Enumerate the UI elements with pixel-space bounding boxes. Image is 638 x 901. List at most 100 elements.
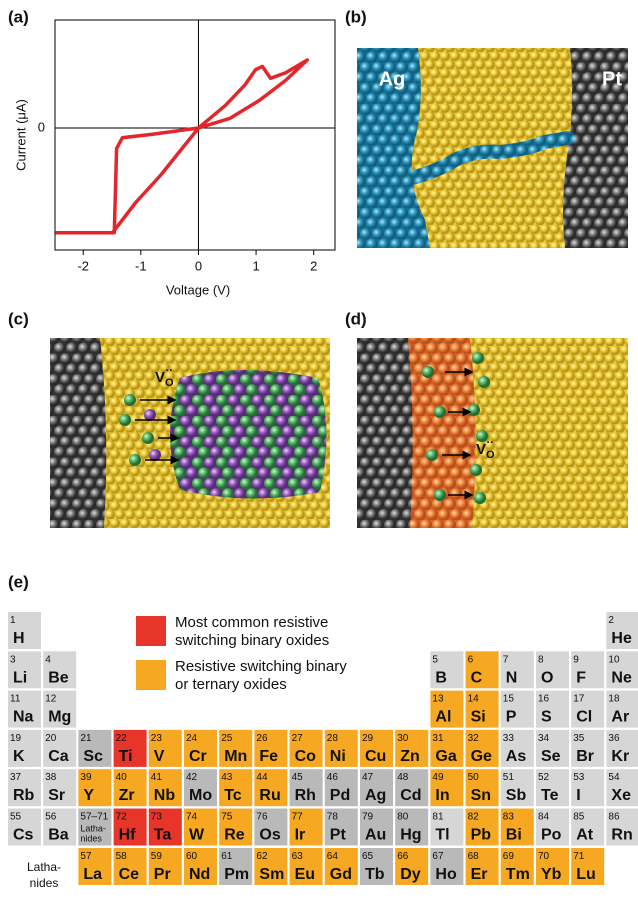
filament-illustration: Ag Pt bbox=[357, 48, 628, 248]
x-tick-label: -2 bbox=[77, 258, 89, 273]
element-symbol: Os bbox=[259, 827, 280, 844]
atomic-number: 49 bbox=[432, 772, 444, 783]
atomic-number: 26 bbox=[256, 733, 268, 744]
element-symbol: Tl bbox=[435, 827, 449, 844]
atomic-number: 79 bbox=[362, 812, 374, 823]
atomic-number: 45 bbox=[292, 772, 304, 783]
vacancy-cluster bbox=[170, 370, 327, 499]
atomic-number: 71 bbox=[573, 851, 585, 862]
element-symbol: Ir bbox=[295, 827, 306, 844]
vacancy-base: V bbox=[476, 441, 486, 458]
element-symbol: Al bbox=[435, 709, 451, 726]
element-symbol: Au bbox=[365, 827, 386, 844]
placeholder-text: Latha- bbox=[80, 824, 106, 834]
atomic-number: 10 bbox=[608, 654, 620, 665]
panel-label: (a) bbox=[8, 7, 29, 26]
element-symbol: V bbox=[154, 748, 165, 765]
element-symbol: Po bbox=[541, 827, 562, 844]
element-symbol: Hg bbox=[400, 827, 421, 844]
element-symbol: As bbox=[506, 748, 527, 765]
vacancy-sub: O bbox=[165, 377, 174, 389]
atomic-number: 47 bbox=[362, 772, 374, 783]
element-symbol: O bbox=[541, 669, 553, 686]
atomic-number: 6 bbox=[468, 654, 474, 665]
element-symbol: Ta bbox=[154, 827, 172, 844]
element-symbol: Re bbox=[224, 827, 245, 844]
atomic-number: 32 bbox=[468, 733, 480, 744]
element-symbol: Ho bbox=[435, 866, 457, 883]
atomic-number: 16 bbox=[538, 694, 550, 705]
vacancy-label: VO·· bbox=[476, 437, 495, 461]
atomic-number: 58 bbox=[116, 851, 128, 862]
element-symbol: Si bbox=[471, 709, 486, 726]
legend-text: switching binary oxides bbox=[175, 632, 329, 649]
element-symbol: Er bbox=[471, 866, 488, 883]
atomic-number: 83 bbox=[503, 812, 515, 823]
atomic-number: 43 bbox=[221, 772, 233, 783]
legend-swatch bbox=[136, 660, 166, 690]
atomic-number: 27 bbox=[292, 733, 304, 744]
element-symbol: Ru bbox=[259, 787, 280, 804]
atomic-number: 61 bbox=[221, 851, 233, 862]
atomic-number: 53 bbox=[573, 772, 585, 783]
element-symbol: N bbox=[506, 669, 518, 686]
x-tick-label: -1 bbox=[135, 258, 147, 273]
element-symbol: Cl bbox=[576, 709, 592, 726]
element-symbol: Tc bbox=[224, 787, 242, 804]
atomic-number: 73 bbox=[151, 812, 163, 823]
element-symbol: C bbox=[471, 669, 483, 686]
element-symbol: Rh bbox=[295, 787, 316, 804]
atomic-number: 3 bbox=[10, 654, 16, 665]
element-symbol: Rn bbox=[611, 827, 632, 844]
legend-text: or ternary oxides bbox=[175, 676, 287, 693]
atomic-number: 11 bbox=[10, 694, 21, 705]
atomic-number: 78 bbox=[327, 812, 339, 823]
atomic-number: 39 bbox=[80, 772, 92, 783]
element-symbol: Ne bbox=[611, 669, 632, 686]
atomic-number: 84 bbox=[538, 812, 550, 823]
atomic-number: 21 bbox=[80, 733, 92, 744]
atomic-number: 18 bbox=[608, 694, 620, 705]
atomic-number: 24 bbox=[186, 733, 198, 744]
vacancy-front-illustration: VO·· bbox=[357, 338, 628, 528]
atomic-number: 76 bbox=[256, 812, 268, 823]
atomic-number: 74 bbox=[186, 812, 198, 823]
x-axis-label: Voltage (V) bbox=[166, 282, 230, 297]
element-symbol: Hf bbox=[119, 827, 137, 844]
element-symbol: Be bbox=[48, 669, 69, 686]
element-symbol: Na bbox=[13, 709, 34, 726]
element-symbol: Y bbox=[83, 787, 94, 804]
element-symbol: At bbox=[576, 827, 594, 844]
element-symbol: Pb bbox=[471, 827, 492, 844]
atomic-number: 69 bbox=[503, 851, 515, 862]
element-symbol: In bbox=[435, 787, 449, 804]
element-symbol: Fe bbox=[259, 748, 278, 765]
element-symbol: Mo bbox=[189, 787, 212, 804]
element-symbol: Pt bbox=[330, 827, 347, 844]
element-symbol: Li bbox=[13, 669, 27, 686]
electrode bbox=[50, 338, 106, 528]
panel-label: (d) bbox=[345, 309, 367, 328]
figure: (a) (b) (c) (d) (e) Voltage (V) Current … bbox=[0, 0, 638, 901]
vacancy-sup: ·· bbox=[487, 437, 494, 449]
element-symbol: He bbox=[611, 630, 632, 647]
vacancy-sup: ·· bbox=[166, 365, 173, 377]
atomic-number: 9 bbox=[573, 654, 579, 665]
atomic-number: 33 bbox=[503, 733, 515, 744]
atomic-number: 7 bbox=[503, 654, 509, 665]
element-symbol: Ti bbox=[119, 748, 133, 765]
atomic-number: 12 bbox=[45, 694, 57, 705]
atomic-number: 44 bbox=[256, 772, 268, 783]
element-symbol: Pd bbox=[330, 787, 350, 804]
atomic-number: 65 bbox=[362, 851, 374, 862]
atomic-number: 80 bbox=[397, 812, 409, 823]
element-symbol: Zn bbox=[400, 748, 420, 765]
atomic-number: 36 bbox=[608, 733, 620, 744]
element-symbol: Kr bbox=[611, 748, 629, 765]
element-symbol: Dy bbox=[400, 866, 421, 883]
atomic-number: 75 bbox=[221, 812, 233, 823]
element-symbol: Te bbox=[541, 787, 559, 804]
panel-label: (b) bbox=[345, 7, 367, 26]
element-symbol: Yb bbox=[541, 866, 562, 883]
